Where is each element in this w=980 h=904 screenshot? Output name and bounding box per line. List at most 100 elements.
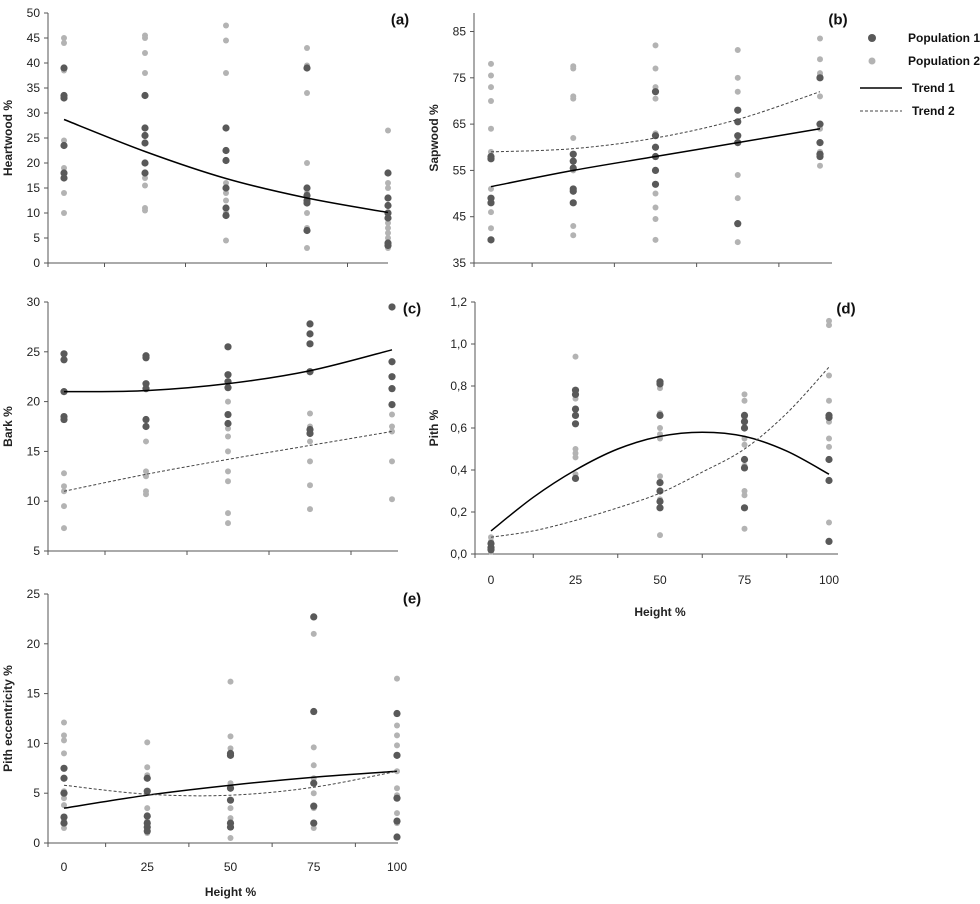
population-2-point: [741, 492, 748, 499]
population-1-point: [816, 139, 824, 147]
y-tick-label: 55: [453, 163, 467, 177]
x-tick-label: 75: [738, 573, 752, 587]
population-2-point: [488, 97, 494, 104]
population-2-point: [734, 47, 741, 54]
population-2-point: [741, 391, 748, 398]
population-1-point: [393, 817, 401, 825]
x-axis-title: Height %: [634, 605, 686, 619]
population-2-point: [826, 397, 832, 404]
population-1-point: [141, 139, 149, 147]
y-axis-title: Pith eccentricity %: [1, 665, 15, 772]
population-1-point: [303, 64, 311, 72]
population-2-point: [389, 411, 395, 418]
population-2-point: [225, 448, 231, 455]
population-2-point: [652, 204, 659, 211]
population-1-point: [222, 124, 230, 132]
population-2-point: [734, 88, 741, 95]
population-1-point: [226, 751, 235, 759]
population-2-point: [142, 207, 148, 214]
population-2-point: [142, 175, 148, 181]
y-tick-label: 25: [27, 345, 41, 359]
population-1-point: [60, 764, 68, 772]
population-2-point: [144, 805, 151, 812]
population-2-point: [223, 237, 229, 244]
population-1-point: [740, 411, 749, 419]
population-1-point: [224, 343, 232, 351]
population-1-point: [226, 823, 235, 831]
y-tick-label: 40: [27, 56, 41, 70]
legend-marker-population-2: [868, 57, 876, 65]
population-2-point: [310, 762, 317, 769]
population-1-point: [656, 497, 664, 506]
population-2-point: [657, 425, 663, 431]
population-2-point: [225, 468, 231, 475]
population-1-point: [222, 156, 230, 165]
population-2-point: [389, 423, 395, 430]
y-tick-label: 20: [27, 637, 41, 651]
population-1-point: [734, 220, 742, 228]
y-tick-label: 65: [453, 117, 467, 131]
population-2-point: [385, 180, 391, 186]
legend: Population 1 Population 2 Trend 1 Trend …: [860, 31, 980, 118]
population-1-point: [388, 385, 396, 393]
population-2-point: [304, 160, 310, 166]
x-tick-label: 25: [141, 860, 155, 874]
population-2-point: [817, 35, 823, 42]
population-2-point: [304, 45, 310, 51]
population-2-point: [225, 398, 231, 405]
population-2-point: [817, 56, 823, 63]
population-2-point: [389, 496, 395, 503]
population-1-point: [60, 141, 68, 150]
population-1-point: [571, 405, 580, 413]
population-2-point: [225, 520, 231, 527]
population-1-point: [816, 74, 824, 82]
x-tick-label: 50: [653, 573, 667, 587]
population-1-point: [141, 124, 149, 132]
population-2-point: [307, 438, 313, 445]
population-1-point: [569, 157, 577, 165]
population-1-point: [141, 91, 149, 100]
population-2-point: [570, 232, 577, 239]
population-2-point: [572, 446, 579, 452]
population-1-point: [60, 350, 68, 358]
y-tick-label: 45: [27, 31, 41, 45]
population-2-point: [225, 433, 231, 440]
population-1-point: [384, 241, 392, 250]
population-1-point: [310, 802, 318, 810]
population-1-point: [487, 236, 495, 244]
population-2-point: [223, 70, 229, 76]
population-2-point: [61, 719, 67, 726]
y-tick-label: 5: [33, 231, 40, 245]
population-2-point: [304, 245, 310, 251]
panel-label: (e): [403, 590, 421, 607]
population-2-point: [488, 84, 494, 91]
x-tick-label: 0: [488, 573, 495, 587]
trend-1-line: [490, 128, 821, 188]
y-tick-label: 20: [27, 156, 41, 170]
population-2-point: [310, 825, 317, 832]
y-tick-label: 0: [33, 836, 40, 850]
y-tick-label: 85: [453, 25, 467, 39]
legend-label-population-1: Population 1: [908, 31, 980, 45]
population-1-point: [60, 813, 68, 821]
x-axis-title: Height %: [205, 885, 257, 899]
population-2-point: [61, 825, 67, 832]
population-2-point: [143, 438, 149, 445]
x-tick-label: 0: [61, 860, 68, 874]
population-1-point: [142, 415, 150, 424]
population-1-point: [143, 827, 151, 835]
population-2-point: [652, 190, 659, 197]
population-2-point: [223, 190, 229, 196]
population-2-point: [394, 785, 400, 792]
population-2-point: [227, 815, 234, 822]
population-2-point: [227, 678, 234, 685]
population-2-point: [304, 210, 310, 216]
population-2-point: [61, 190, 67, 196]
population-2-point: [572, 454, 579, 461]
population-2-point: [143, 468, 149, 475]
population-2-point: [61, 137, 67, 144]
y-axis-title: Heartwood %: [1, 100, 15, 176]
population-1-point: [306, 330, 314, 338]
y-tick-label: 15: [27, 687, 41, 701]
population-1-point: [393, 709, 401, 718]
